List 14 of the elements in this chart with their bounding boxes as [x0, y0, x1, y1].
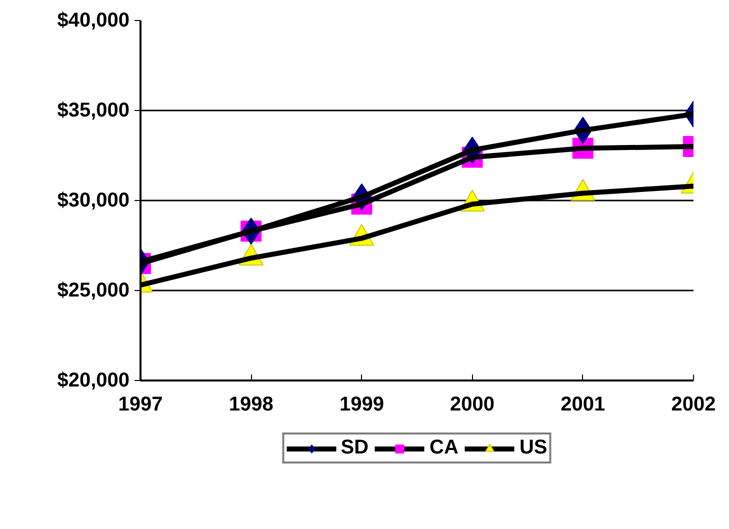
legend-label: CA: [430, 436, 458, 460]
x-tick-label: 1998: [228, 394, 274, 416]
legend-label: US: [519, 436, 548, 460]
x-tick-label: 1999: [339, 394, 384, 416]
x-tick-label: 2002: [671, 394, 716, 416]
legend-label: SD: [340, 436, 369, 460]
y-tick-label: $25,000: [57, 280, 130, 302]
y-tick-label: $35,000: [57, 100, 130, 122]
y-tick-label: $40,000: [57, 10, 130, 32]
y-tick-label: $20,000: [57, 370, 130, 392]
x-tick-label: 2000: [450, 394, 495, 416]
y-tick-label: $30,000: [57, 190, 130, 212]
x-tick-label: 2001: [560, 394, 606, 416]
x-tick-label: 1997: [118, 394, 163, 416]
